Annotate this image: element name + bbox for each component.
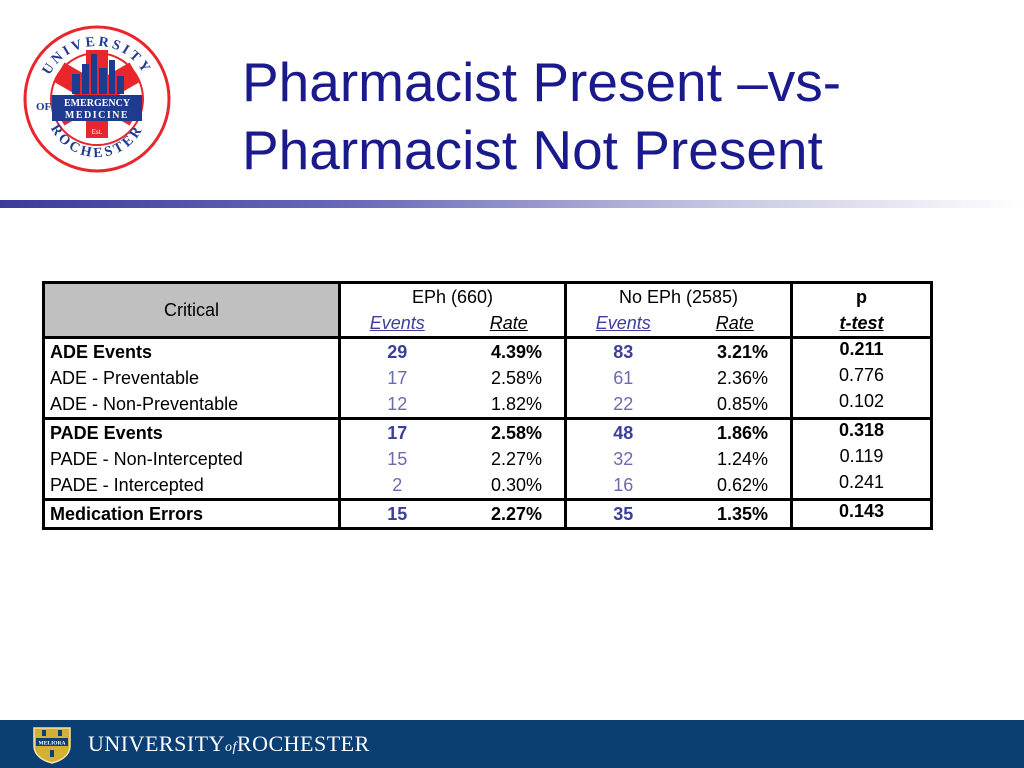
- eph-events-cell: 29: [338, 336, 454, 365]
- no-eph-events-cell: 22: [564, 391, 680, 419]
- crest-text: MELIORA: [39, 741, 66, 747]
- no-eph-rate-cell: 2.36%: [679, 365, 794, 391]
- no-eph-events-cell: 35: [564, 498, 680, 530]
- no-eph-events-cell: 48: [564, 417, 680, 446]
- eph-rate-cell: 2.27%: [453, 498, 568, 530]
- p-value-cell: 0.211: [790, 336, 934, 365]
- no-eph-events-cell: 32: [564, 446, 680, 472]
- table-subheader-row: Events Rate Events Rate t-test: [44, 310, 934, 338]
- p-value-cell: 0.102: [790, 391, 934, 419]
- no-eph-rate-subheader: Rate: [679, 310, 794, 338]
- no-eph-rate-cell: 1.86%: [679, 417, 794, 446]
- logo-est-year: 1994: [90, 138, 105, 146]
- title-divider: [0, 200, 1024, 208]
- logo-ring-left-text: OF: [36, 101, 52, 113]
- slide-title-line1: Pharmacist Present –vs-: [242, 51, 842, 113]
- table-row: ADE - Preventable 17 2.58% 61 2.36% 0.77…: [42, 365, 934, 391]
- p-value-cell: 0.119: [790, 446, 934, 472]
- no-eph-events-subheader: Events: [564, 310, 680, 338]
- no-eph-rate-cell: 3.21%: [679, 336, 794, 365]
- row-label: Medication Errors: [42, 498, 341, 530]
- row-label: PADE - Intercepted: [42, 472, 341, 500]
- eph-events-cell: 2: [338, 472, 454, 500]
- eph-group-header: EPh (660): [337, 281, 568, 310]
- table-header-row: Critical EPh (660) No EPh (2585) p: [42, 281, 934, 339]
- logo-est-label: Est.: [92, 128, 103, 136]
- wordmark-rochester: ROCHESTER: [236, 731, 370, 756]
- university-wordmark: UNIVERSITYofROCHESTER: [88, 731, 370, 757]
- row-label: ADE - Non-Preventable: [42, 391, 341, 419]
- table-row: PADE Events 17 2.58% 48 1.86% 0.318: [42, 417, 934, 446]
- no-eph-events-cell: 83: [564, 336, 680, 365]
- no-eph-events-cell: 61: [564, 365, 680, 391]
- table-row: PADE - Intercepted 2 0.30% 16 0.62% 0.24…: [42, 472, 934, 500]
- no-eph-events-cell: 16: [564, 472, 680, 500]
- no-eph-rate-cell: 1.24%: [679, 446, 794, 472]
- emergency-medicine-logo: UNIVERSITY ROCHESTER OF EMERGENCY MEDICI…: [23, 25, 171, 173]
- critical-header: Critical: [42, 281, 341, 339]
- eph-rate-cell: 4.39%: [453, 336, 568, 365]
- logo-banner-line2: MEDICINE: [65, 110, 129, 121]
- p-subheader: t-test: [790, 310, 934, 338]
- eph-events-subheader: Events: [338, 310, 454, 338]
- eph-rate-subheader: Rate: [453, 310, 568, 338]
- row-label: PADE - Non-Intercepted: [42, 446, 341, 472]
- table-row: ADE - Non-Preventable 12 1.82% 22 0.85% …: [42, 391, 934, 419]
- eph-events-cell: 17: [338, 417, 454, 446]
- no-eph-rate-cell: 1.35%: [679, 498, 794, 530]
- results-table: Critical EPh (660) No EPh (2585) p Event…: [42, 281, 934, 530]
- eph-events-cell: 17: [338, 365, 454, 391]
- no-eph-rate-cell: 0.62%: [679, 472, 794, 500]
- logo-banner-line1: EMERGENCY: [64, 98, 131, 109]
- p-value-cell: 0.318: [790, 417, 934, 446]
- eph-events-cell: 12: [338, 391, 454, 419]
- no-eph-group-header: No EPh (2585): [564, 281, 794, 310]
- eph-rate-cell: 2.27%: [453, 446, 568, 472]
- wordmark-university: UNIVERSITY: [88, 731, 225, 756]
- eph-events-cell: 15: [338, 446, 454, 472]
- no-eph-rate-cell: 0.85%: [679, 391, 794, 419]
- slide-title-line2: Pharmacist Not Present: [242, 119, 823, 181]
- table-row: ADE Events 29 4.39% 83 3.21% 0.211: [42, 336, 934, 365]
- slide-title: Pharmacist Present –vs- Pharmacist Not P…: [242, 48, 1002, 184]
- university-crest-icon: MELIORA: [33, 727, 71, 764]
- footer-bar: MELIORA UNIVERSITYofROCHESTER: [0, 720, 1024, 768]
- eph-rate-cell: 1.82%: [453, 391, 568, 419]
- table-row: Medication Errors 15 2.27% 35 1.35% 0.14…: [42, 498, 934, 530]
- eph-rate-cell: 0.30%: [453, 472, 568, 500]
- eph-rate-cell: 2.58%: [453, 417, 568, 446]
- row-label: PADE Events: [42, 417, 341, 446]
- skyline-icon: [72, 54, 124, 94]
- p-value-cell: 0.143: [790, 498, 934, 530]
- eph-events-cell: 15: [338, 498, 454, 530]
- p-header: p: [790, 281, 934, 310]
- eph-rate-cell: 2.58%: [453, 365, 568, 391]
- table-row: PADE - Non-Intercepted 15 2.27% 32 1.24%…: [42, 446, 934, 472]
- p-value-cell: 0.241: [790, 472, 934, 500]
- row-label: ADE Events: [42, 336, 341, 365]
- p-value-cell: 0.776: [790, 365, 934, 391]
- wordmark-of: of: [225, 740, 237, 755]
- row-label: ADE - Preventable: [42, 365, 341, 391]
